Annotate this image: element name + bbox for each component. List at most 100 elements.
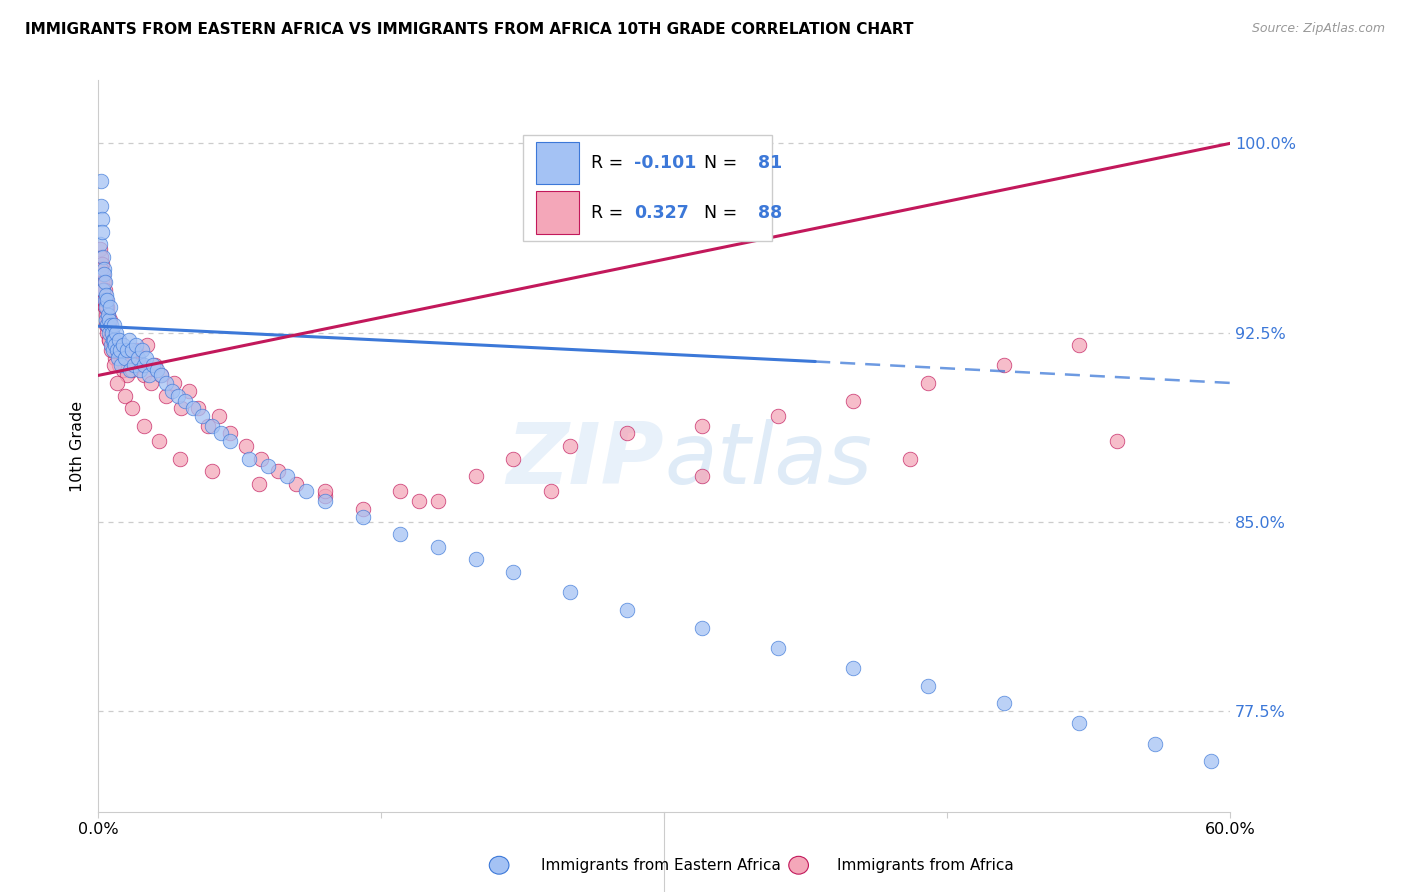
Point xyxy=(142,359,165,373)
Point xyxy=(121,401,143,416)
Point xyxy=(98,326,121,340)
Point xyxy=(94,293,117,307)
Point xyxy=(191,409,214,423)
Point xyxy=(100,343,122,358)
Point xyxy=(115,343,138,358)
Point xyxy=(103,333,125,347)
Point xyxy=(93,275,115,289)
Point xyxy=(201,418,224,433)
Y-axis label: 10th Grade: 10th Grade xyxy=(69,401,84,491)
Point xyxy=(100,318,122,332)
Point xyxy=(166,388,188,402)
Point xyxy=(149,368,172,383)
Point xyxy=(1069,338,1091,352)
Point xyxy=(148,434,170,448)
Point xyxy=(132,359,155,373)
Text: N =: N = xyxy=(693,203,742,221)
Point xyxy=(105,343,128,358)
Text: 81: 81 xyxy=(758,153,783,172)
Point xyxy=(257,459,280,474)
Text: R =: R = xyxy=(591,203,628,221)
Point xyxy=(94,300,117,314)
Point xyxy=(94,283,117,297)
Point xyxy=(96,300,118,314)
Point xyxy=(1143,737,1166,751)
Point xyxy=(276,469,298,483)
Text: Immigrants from Eastern Africa: Immigrants from Eastern Africa xyxy=(541,858,782,872)
Point xyxy=(1107,434,1129,448)
Point xyxy=(101,343,124,358)
Point xyxy=(120,363,142,377)
Point xyxy=(90,199,112,213)
Point xyxy=(352,502,374,516)
Point xyxy=(110,359,132,373)
Point xyxy=(93,300,115,314)
Point xyxy=(163,376,186,390)
Point xyxy=(115,368,138,383)
Point xyxy=(89,242,111,256)
Point xyxy=(90,174,112,188)
Point xyxy=(90,275,112,289)
Point xyxy=(107,351,129,365)
Point xyxy=(502,451,524,466)
Point xyxy=(169,451,191,466)
Point xyxy=(90,262,112,277)
Point xyxy=(993,696,1015,710)
Point xyxy=(97,318,120,332)
Point xyxy=(314,490,336,504)
Point xyxy=(90,212,112,227)
Point xyxy=(117,333,139,347)
Text: -0.101: -0.101 xyxy=(634,153,696,172)
Point xyxy=(170,401,193,416)
Point xyxy=(690,469,713,483)
Point xyxy=(132,368,155,383)
Point xyxy=(266,464,288,478)
Point xyxy=(91,283,114,297)
Text: 88: 88 xyxy=(758,203,783,221)
Point xyxy=(100,338,122,352)
Point xyxy=(114,351,136,365)
Text: atlas: atlas xyxy=(665,419,872,502)
Point xyxy=(103,318,125,332)
Point xyxy=(117,351,139,365)
Point xyxy=(94,275,117,289)
Point xyxy=(96,318,118,332)
Point xyxy=(427,540,450,554)
Point xyxy=(1069,716,1091,731)
Point xyxy=(155,376,177,390)
Point xyxy=(141,376,163,390)
Point xyxy=(91,250,114,264)
Text: R =: R = xyxy=(591,153,628,172)
Point xyxy=(540,484,562,499)
Point xyxy=(91,225,114,239)
Point xyxy=(464,552,486,566)
Point xyxy=(111,338,134,352)
Point xyxy=(295,484,318,499)
Point xyxy=(155,388,177,402)
Point xyxy=(209,426,232,441)
Point xyxy=(121,363,143,377)
Point xyxy=(177,384,200,398)
Point xyxy=(149,368,172,383)
Point xyxy=(427,494,450,508)
Point xyxy=(101,333,124,347)
Point xyxy=(121,343,143,358)
Point xyxy=(127,351,149,365)
Point xyxy=(97,333,120,347)
Point xyxy=(103,359,125,373)
Point xyxy=(104,338,127,352)
Point xyxy=(114,388,136,402)
Point xyxy=(97,313,120,327)
Point xyxy=(122,359,145,373)
Point xyxy=(98,300,121,314)
Text: Immigrants from Africa: Immigrants from Africa xyxy=(837,858,1014,872)
Point xyxy=(89,237,111,252)
Point xyxy=(98,333,121,347)
Point xyxy=(132,418,155,433)
Point xyxy=(138,368,160,383)
Point xyxy=(96,313,118,327)
FancyBboxPatch shape xyxy=(537,192,579,234)
Point xyxy=(97,308,120,322)
FancyBboxPatch shape xyxy=(523,135,772,241)
Point xyxy=(90,250,112,264)
